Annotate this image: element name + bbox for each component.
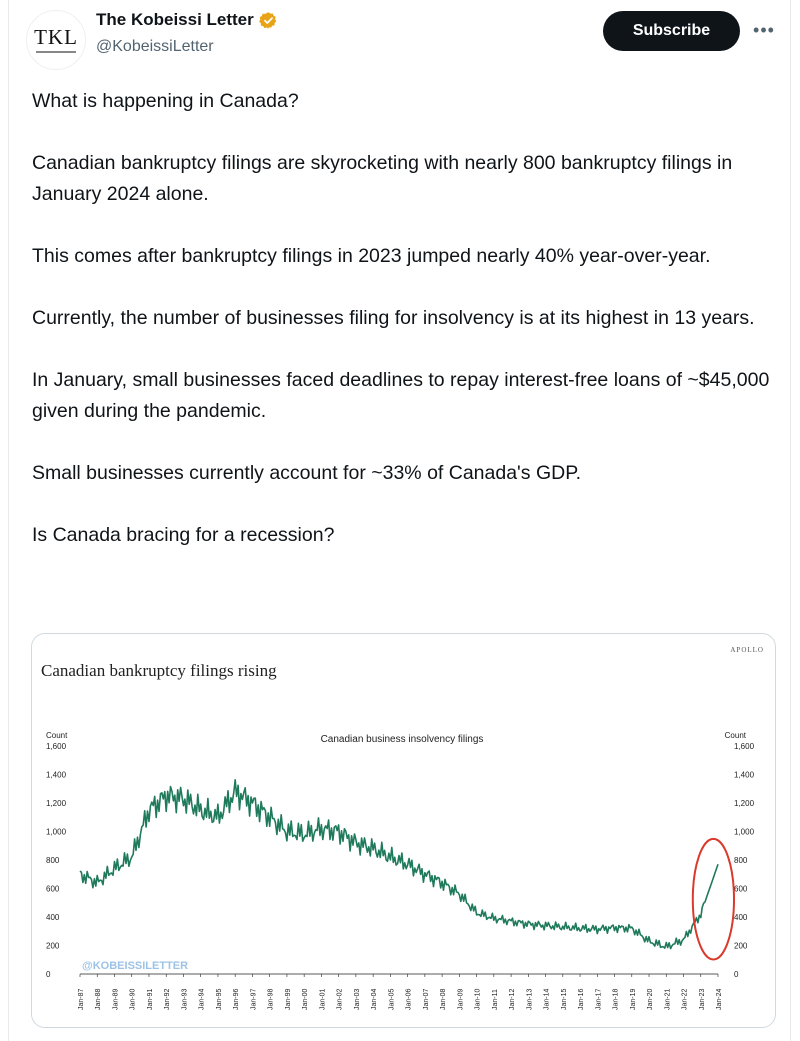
series-line bbox=[79, 779, 719, 950]
y-tick-label: 1,600 bbox=[734, 742, 755, 751]
x-tick-label: Jan-93 bbox=[181, 988, 188, 1010]
x-tick-label: Jan-03 bbox=[354, 988, 361, 1010]
series-layer bbox=[79, 779, 719, 950]
chart-image[interactable]: APOLLO Canadian bankruptcy filings risin… bbox=[31, 633, 776, 1028]
x-tick-label: Jan-91 bbox=[147, 988, 154, 1010]
tweet-paragraph: Canadian bankruptcy filings are skyrocke… bbox=[32, 152, 733, 205]
tweet-paragraph: Small businesses currently account for ~… bbox=[32, 462, 582, 484]
x-tick-label: Jan-90 bbox=[130, 988, 137, 1010]
x-tick-label: Jan-98 bbox=[268, 988, 275, 1010]
x-tick-label: Jan-23 bbox=[699, 988, 706, 1010]
chart-brand: APOLLO bbox=[730, 646, 764, 654]
tweet-paragraph: Is Canada bracing for a recession? bbox=[32, 524, 335, 546]
tweet-text: What is happening in Canada? Canadian ba… bbox=[32, 86, 777, 582]
x-tick-label: Jan-11 bbox=[492, 989, 499, 1010]
timeline-border-right bbox=[790, 0, 791, 1041]
chart-watermark: @KOBEISSILETTER bbox=[82, 960, 188, 972]
author-handle[interactable]: @KobeissiLetter bbox=[96, 38, 214, 55]
x-tick-label: Jan-09 bbox=[457, 988, 464, 1010]
y-ticks-left: 0 200 400 600 800 1,000 1,200 1,400 1,600 bbox=[46, 742, 67, 979]
tweet-paragraph: This comes after bankruptcy filings in 2… bbox=[32, 245, 711, 267]
chart-subtitle: Canadian business insolvency filings bbox=[321, 734, 484, 745]
x-tick-label: Jan-99 bbox=[285, 988, 292, 1010]
y-tick-label: 1,000 bbox=[46, 828, 67, 837]
x-tick-label: Jan-24 bbox=[716, 988, 723, 1010]
author-name-row: The Kobeissi Letter bbox=[96, 10, 278, 30]
chart-ylabel-left: Count bbox=[46, 731, 68, 740]
more-horizontal-icon[interactable]: ••• bbox=[753, 20, 775, 40]
x-tick-label: Jan-12 bbox=[509, 988, 516, 1010]
avatar-logo-underline bbox=[36, 51, 76, 53]
y-tick-label: 1,200 bbox=[734, 799, 755, 808]
y-tick-label: 600 bbox=[734, 885, 748, 894]
tweet-paragraph: What is happening in Canada? bbox=[32, 90, 299, 112]
y-tick-label: 1,400 bbox=[734, 771, 755, 780]
x-tick-label: Jan-17 bbox=[595, 988, 602, 1010]
x-tick-label: Jan-01 bbox=[319, 988, 326, 1010]
x-tick-label: Jan-02 bbox=[337, 988, 344, 1010]
x-tick-label: Jan-16 bbox=[578, 988, 585, 1010]
x-tick-label: Jan-87 bbox=[78, 988, 85, 1010]
x-tick-label: Jan-96 bbox=[233, 988, 240, 1010]
tweet-paragraph: Currently, the number of businesses fili… bbox=[32, 307, 755, 329]
author-display-name[interactable]: The Kobeissi Letter bbox=[96, 10, 254, 29]
chart-ylabel-right: Count bbox=[725, 731, 747, 740]
y-tick-label: 200 bbox=[734, 942, 748, 951]
x-tick-label: Jan-06 bbox=[406, 988, 413, 1010]
y-tick-label: 800 bbox=[734, 856, 748, 865]
y-tick-label: 0 bbox=[734, 970, 739, 979]
x-tick-label: Jan-97 bbox=[250, 988, 257, 1010]
y-ticks-right: 0 200 400 600 800 1,000 1,200 1,400 1,600 bbox=[734, 742, 755, 979]
x-tick-label: Jan-89 bbox=[112, 988, 119, 1010]
avatar-logo-text: TKL bbox=[34, 25, 78, 49]
x-tick-label: Jan-95 bbox=[216, 988, 223, 1010]
x-ticks: Jan-87 Jan-88 Jan-89 Jan-90 Jan-91 Jan-92 Jan-… bbox=[78, 974, 723, 1010]
y-tick-label: 1,600 bbox=[46, 742, 67, 751]
x-tick-label: Jan-21 bbox=[664, 988, 671, 1010]
x-tick-label: Jan-88 bbox=[95, 988, 102, 1010]
x-tick-label: Jan-08 bbox=[440, 988, 447, 1010]
x-tick-label: Jan-14 bbox=[544, 988, 551, 1010]
insolvency-chart: APOLLO Canadian bankruptcy filings risin… bbox=[41, 646, 764, 1010]
x-tick-label: Jan-20 bbox=[647, 988, 654, 1010]
x-tick-label: Jan-04 bbox=[371, 988, 378, 1010]
y-tick-label: 200 bbox=[46, 942, 60, 951]
x-tick-label: Jan-07 bbox=[423, 988, 430, 1010]
x-tick-label: Jan-15 bbox=[561, 988, 568, 1010]
y-tick-label: 0 bbox=[46, 970, 51, 979]
highlight-circle bbox=[691, 837, 736, 961]
x-tick-label: Jan-00 bbox=[302, 988, 309, 1010]
tweet-paragraph: In January, small businesses faced deadl… bbox=[32, 369, 770, 422]
y-tick-label: 1,400 bbox=[46, 771, 67, 780]
x-tick-label: Jan-05 bbox=[388, 988, 395, 1010]
subscribe-button[interactable]: Subscribe bbox=[603, 11, 740, 51]
avatar[interactable]: TKL bbox=[26, 10, 86, 70]
x-tick-label: Jan-18 bbox=[613, 988, 620, 1010]
y-tick-label: 600 bbox=[46, 885, 60, 894]
x-tick-label: Jan-19 bbox=[630, 988, 637, 1010]
chart-title: Canadian bankruptcy filings rising bbox=[41, 661, 277, 680]
y-tick-label: 1,200 bbox=[46, 799, 67, 808]
y-tick-label: 1,000 bbox=[734, 828, 755, 837]
x-tick-label: Jan-22 bbox=[682, 988, 689, 1010]
x-tick-label: Jan-10 bbox=[475, 988, 482, 1010]
x-tick-label: Jan-94 bbox=[199, 988, 206, 1010]
timeline-border-left bbox=[8, 0, 9, 1041]
y-tick-label: 800 bbox=[46, 856, 60, 865]
x-tick-label: Jan-92 bbox=[164, 988, 171, 1010]
x-tick-label: Jan-13 bbox=[526, 988, 533, 1010]
verified-badge-icon bbox=[258, 11, 278, 30]
y-tick-label: 400 bbox=[734, 913, 748, 922]
y-tick-label: 400 bbox=[46, 913, 60, 922]
